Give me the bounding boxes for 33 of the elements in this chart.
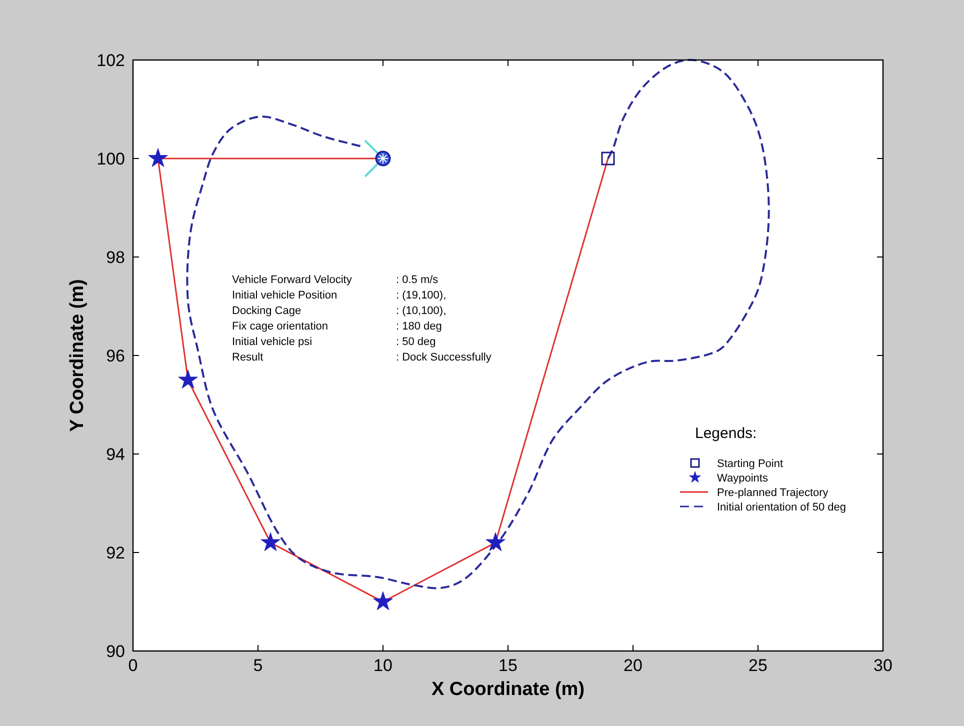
text: Initial vehicle Position : (19,100),	[232, 290, 446, 302]
y-tick-label: 92	[106, 543, 125, 562]
y-tick-label: 94	[106, 444, 125, 464]
x-tick-label: 30	[874, 656, 892, 675]
legend-label: Starting Point	[717, 458, 784, 470]
y-axis-title: Y Coordinate (m)	[67, 279, 88, 432]
x-tick-label: 5	[253, 656, 263, 675]
y-tick-label: 102	[96, 50, 125, 70]
point	[178, 370, 198, 389]
text: Vehicle Forward Velocity : 0.5 m/s	[232, 274, 438, 286]
x-tick-label: 20	[624, 656, 642, 675]
y-tick-label: 98	[106, 248, 125, 267]
point	[601, 152, 615, 166]
x-tick-label: 15	[498, 656, 518, 675]
legend-label: Waypoints	[717, 472, 768, 484]
point	[260, 532, 280, 552]
legend-title: Legends:	[695, 425, 757, 442]
y-tick-label: 100	[96, 149, 125, 168]
text: Result : Dock Successfully	[232, 352, 492, 364]
legend-label: Pre-planned Trajectory	[717, 486, 829, 499]
point	[148, 148, 168, 167]
x-tick-label: 10	[374, 656, 392, 675]
text: Docking Cage : (10,100),	[232, 305, 446, 317]
x-tick-label: 0	[128, 656, 138, 675]
legend-label: Initial orientation of 50 deg	[717, 501, 846, 514]
point	[486, 532, 506, 552]
x-tick-label: 25	[748, 656, 768, 675]
y-tick-label: 90	[106, 642, 125, 661]
point	[373, 591, 393, 610]
x-axis-title: X Coordinate (m)	[431, 679, 585, 700]
text: Fix cage orientation : 180 deg	[232, 320, 442, 332]
y-tick-label: 96	[106, 346, 125, 366]
text: Initial vehicle psi : 50 deg	[232, 336, 436, 348]
